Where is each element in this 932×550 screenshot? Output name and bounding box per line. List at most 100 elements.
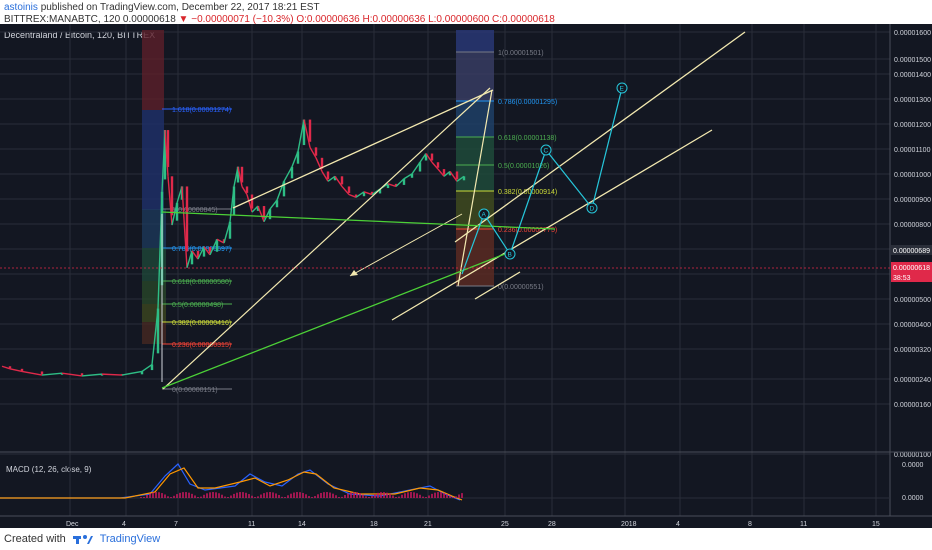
candle-body bbox=[170, 176, 174, 216]
fib-left-zone bbox=[142, 322, 166, 344]
fib-right-level-label: 0.5(0.00001026) bbox=[498, 163, 549, 170]
macd-histogram-bar bbox=[197, 497, 199, 498]
price-segment bbox=[164, 130, 169, 177]
candle-body bbox=[442, 169, 446, 175]
price-segment bbox=[303, 119, 311, 148]
macd-histogram-bar bbox=[206, 493, 208, 498]
candle-body bbox=[436, 162, 440, 168]
ohlc-label: O:0.00000636 H:0.00000636 L:0.00000600 C… bbox=[296, 14, 555, 25]
wave-point-icon bbox=[478, 208, 490, 220]
macd-histogram-bar bbox=[227, 497, 229, 498]
candle-body bbox=[245, 186, 249, 193]
y-tick-label: 0.00001400 bbox=[894, 72, 931, 79]
y-tick-label: 0.00001100 bbox=[894, 147, 931, 154]
price-segment bbox=[283, 166, 293, 182]
tradingview-link[interactable]: TradingView bbox=[99, 533, 161, 545]
candle-body bbox=[386, 183, 390, 189]
price-segment bbox=[141, 363, 153, 373]
price-segment bbox=[246, 194, 253, 213]
triangle-lower-line bbox=[161, 251, 511, 389]
wave-segment bbox=[591, 87, 623, 209]
y-tick-label: 0.00001300 bbox=[894, 97, 931, 104]
macd-histogram-bar bbox=[386, 492, 388, 498]
x-tick-label: 14 bbox=[298, 521, 306, 528]
fib-right-level-label: 0.236(0.00000775) bbox=[498, 227, 557, 234]
macd-histogram-bar bbox=[263, 493, 265, 498]
macd-histogram-bar bbox=[344, 495, 346, 498]
macd-histogram-bar bbox=[308, 496, 310, 498]
chart-svg[interactable]: Decentraland / Bitcoin, 120, BITTREX MAC… bbox=[0, 24, 932, 528]
price-segment bbox=[81, 373, 103, 377]
macd-histogram-bar bbox=[254, 497, 256, 498]
x-tick-label: 25 bbox=[501, 521, 509, 528]
candle-body bbox=[250, 194, 254, 209]
chart-area[interactable]: Decentraland / Bitcoin, 120, BITTREX MAC… bbox=[0, 24, 932, 528]
macd-histogram-bar bbox=[392, 495, 394, 498]
y-tick-label: 0.00001600 bbox=[894, 30, 931, 37]
tradingview-logo-icon bbox=[72, 535, 93, 545]
fib-left-level-label: 0(0.00000151) bbox=[172, 387, 218, 394]
macd-histogram-bar bbox=[377, 492, 379, 498]
macd-histogram-bar bbox=[251, 495, 253, 498]
macd-histogram-bar bbox=[371, 495, 373, 498]
fib-left-level-label: 1(0.00000845) bbox=[172, 207, 218, 214]
macd-histogram-bar bbox=[353, 492, 355, 498]
author-link[interactable]: astoinis bbox=[4, 2, 38, 13]
macd-histogram-bar bbox=[428, 495, 430, 498]
y-tick-label: 0.00000900 bbox=[894, 197, 931, 204]
macd-histogram-bar bbox=[314, 496, 316, 498]
macd-histogram-bar bbox=[359, 493, 361, 498]
x-tick-label: 8 bbox=[748, 521, 752, 528]
candle-body bbox=[262, 206, 266, 219]
price-segment bbox=[437, 168, 445, 177]
macd-histogram-bar bbox=[317, 494, 319, 498]
x-tick-label: 4 bbox=[122, 521, 126, 528]
y-tick-label: 0.00000800 bbox=[894, 222, 931, 229]
last-value-label: 0.00000689 bbox=[893, 248, 930, 255]
macd-histogram-bar bbox=[215, 492, 217, 498]
price-segment bbox=[101, 373, 123, 376]
candle-body bbox=[418, 162, 422, 172]
fib-right-upper-zone bbox=[456, 52, 494, 101]
macd-histogram-bar bbox=[362, 494, 364, 498]
x-tick-label: 28 bbox=[548, 521, 556, 528]
fib-left-level-label: 0.618(0.00000580) bbox=[172, 279, 231, 286]
candle-body bbox=[228, 221, 232, 239]
macd-histogram-bar bbox=[347, 493, 349, 498]
macd-histogram-bar bbox=[221, 494, 223, 498]
chart-title: Decentraland / Bitcoin, 120, BITTREX bbox=[4, 30, 155, 40]
wave-label: B bbox=[508, 252, 512, 259]
macd-histogram-bar bbox=[374, 494, 376, 498]
macd-histogram-bar bbox=[239, 492, 241, 498]
price-segment bbox=[257, 205, 265, 222]
macd-histogram-bar bbox=[212, 492, 214, 498]
price-segment bbox=[403, 173, 413, 180]
macd-histogram-bar bbox=[272, 492, 274, 498]
price-segment bbox=[309, 146, 317, 159]
price-segment bbox=[121, 370, 143, 376]
macd-histogram-bar bbox=[320, 492, 322, 498]
price-segment bbox=[1, 365, 11, 370]
price-segment bbox=[21, 370, 43, 376]
fib-right-level-label: 0(0.00000551) bbox=[498, 284, 544, 291]
y-tick-label: 0.00001000 bbox=[894, 172, 931, 179]
macd-histogram-bar bbox=[416, 493, 418, 498]
candle-body bbox=[410, 173, 414, 178]
macd-histogram-bar bbox=[146, 495, 148, 498]
candle-body bbox=[354, 194, 358, 197]
fib-left-level-label: 0.382(0.00000416) bbox=[172, 320, 231, 327]
candle-body bbox=[240, 166, 244, 183]
macd-histogram-bar bbox=[143, 496, 145, 498]
macd-histogram-bar bbox=[383, 492, 385, 498]
macd-histogram-bar bbox=[284, 497, 286, 498]
macd-histogram-bar bbox=[230, 495, 232, 498]
macd-histogram-bar bbox=[170, 497, 172, 498]
candle-body bbox=[256, 206, 260, 211]
price-segment bbox=[9, 368, 23, 373]
candle-body bbox=[430, 153, 434, 161]
signal-line bbox=[0, 467, 463, 501]
candle-body bbox=[80, 373, 84, 376]
candle-body bbox=[378, 189, 382, 194]
macd-histogram-bar bbox=[401, 494, 403, 498]
candle-body bbox=[60, 373, 64, 375]
